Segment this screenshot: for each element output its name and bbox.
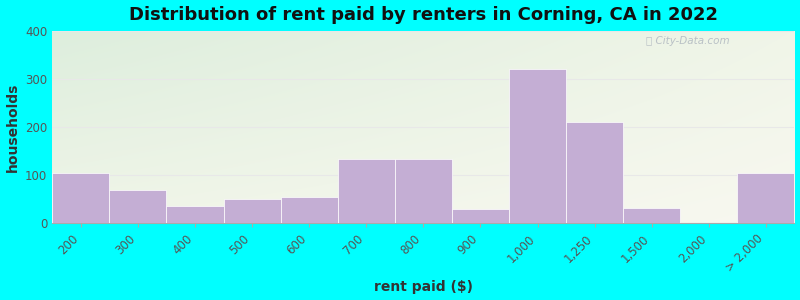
Bar [623,208,680,224]
Bar [509,69,566,224]
Bar [394,159,452,224]
Bar [566,122,623,224]
Bar [738,173,794,224]
Bar [338,159,394,224]
Text: Ⓞ City-Data.com: Ⓞ City-Data.com [646,36,730,46]
Bar [223,199,281,224]
Y-axis label: households: households [6,82,19,172]
X-axis label: rent paid ($): rent paid ($) [374,280,473,294]
Bar [52,173,110,224]
Bar [452,209,509,224]
Bar [281,197,338,224]
Bar [110,190,166,224]
Bar [166,206,223,224]
Title: Distribution of rent paid by renters in Corning, CA in 2022: Distribution of rent paid by renters in … [129,6,718,24]
